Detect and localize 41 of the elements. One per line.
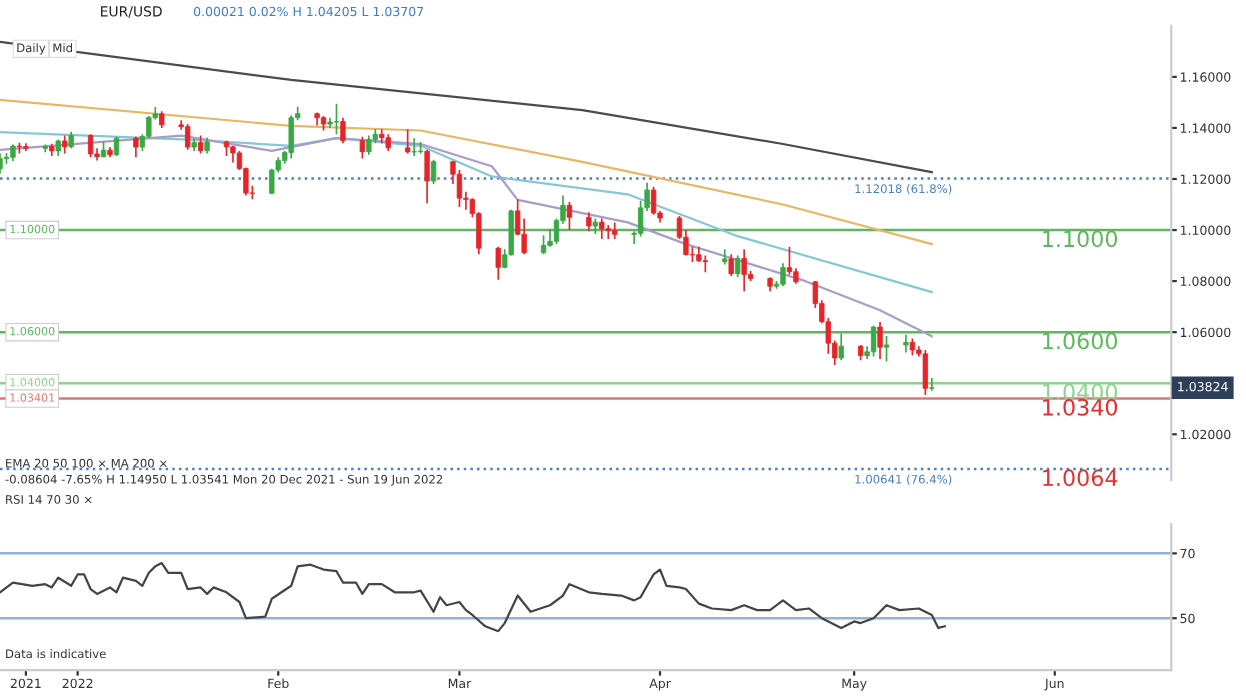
candlestick — [340, 116, 346, 145]
candlestick — [521, 217, 527, 256]
candlestick — [599, 217, 605, 240]
candlestick — [366, 134, 372, 156]
candlestick — [741, 248, 747, 293]
ref-line-label: 1.0600 — [1043, 332, 1118, 350]
candlestick — [838, 332, 844, 362]
line-series — [0, 561, 946, 633]
candlestick — [87, 133, 94, 159]
candlestick — [780, 262, 786, 288]
candlestick — [184, 123, 191, 151]
candlestick — [786, 245, 793, 276]
candlestick — [735, 254, 741, 279]
candlestick — [922, 349, 929, 396]
candlestick — [424, 148, 430, 205]
candlestick — [903, 333, 909, 354]
ref-line-label: 1.0340 — [1043, 398, 1118, 416]
candlestick — [605, 224, 611, 240]
ref-line-label: 1.0064 — [1043, 469, 1118, 487]
ref-line-label: 1.0400 — [1043, 383, 1118, 401]
candlestick — [929, 377, 935, 392]
candlestick — [566, 201, 573, 231]
candlestick — [877, 321, 883, 360]
candlestick — [333, 102, 340, 136]
candlestick — [411, 137, 417, 157]
candlestick — [430, 159, 437, 185]
candlestick — [288, 114, 294, 160]
candlestick — [495, 245, 501, 281]
candlestick — [722, 248, 728, 266]
line-series — [0, 40, 933, 174]
candlestick — [728, 253, 734, 277]
candlestick — [870, 324, 877, 358]
candlestick — [540, 234, 547, 256]
candlestick — [883, 335, 890, 363]
ref-line-label: 1.1000 — [1043, 230, 1118, 248]
candlestick — [586, 211, 592, 233]
candlestick — [456, 169, 463, 208]
candlestick — [359, 136, 366, 160]
candlestick — [702, 254, 709, 274]
candlestick — [650, 185, 657, 216]
candlestick — [404, 128, 411, 155]
